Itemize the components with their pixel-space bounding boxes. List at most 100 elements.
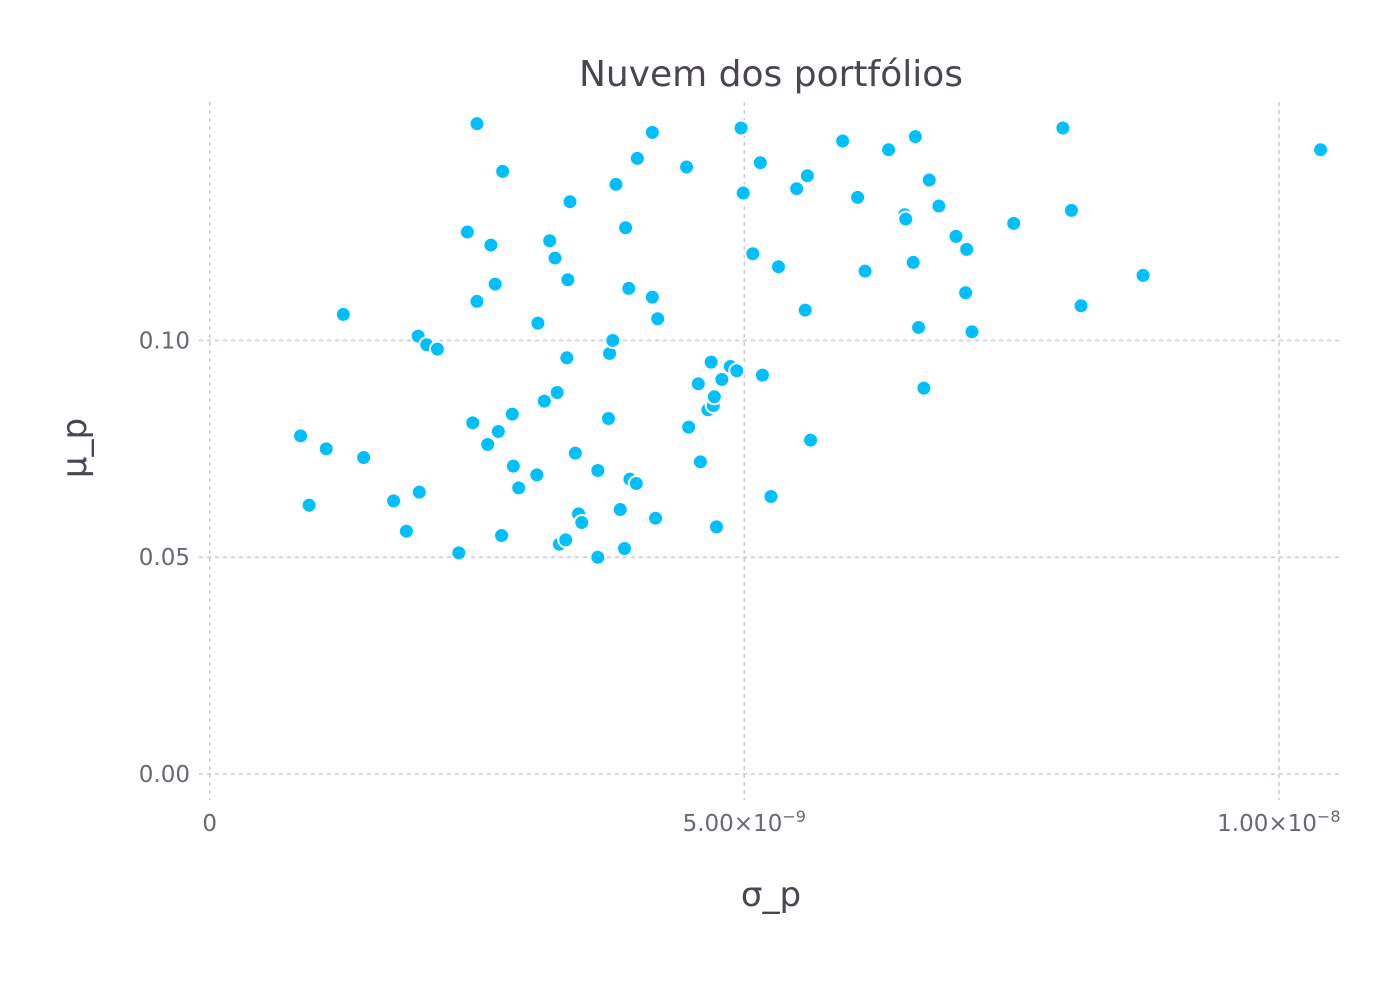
data-point <box>788 180 806 198</box>
data-point <box>947 227 965 245</box>
data-point <box>753 366 771 384</box>
data-point <box>535 392 553 410</box>
data-point <box>494 162 512 180</box>
data-point <box>705 388 723 406</box>
data-point <box>503 405 521 423</box>
x-tick-label: 0 <box>202 811 217 837</box>
data-point <box>1062 201 1080 219</box>
data-point <box>796 301 814 319</box>
data-point <box>915 379 933 397</box>
data-point <box>607 175 625 193</box>
data-point <box>468 115 486 133</box>
data-point <box>464 414 482 432</box>
data-point <box>680 418 698 436</box>
data-point <box>678 158 696 176</box>
data-point <box>734 184 752 202</box>
x-tick-label: 1.00×10−8 <box>1217 807 1340 837</box>
data-point <box>744 245 762 263</box>
x-axis-label: σ_p <box>741 875 801 915</box>
data-point <box>957 284 975 302</box>
y-tick-label: 0.00 <box>139 762 190 788</box>
data-point <box>958 240 976 258</box>
data-point <box>558 349 576 367</box>
data-point <box>604 331 622 349</box>
data-point <box>732 119 750 137</box>
data-point <box>762 488 780 506</box>
data-point <box>599 409 617 427</box>
data-point <box>897 210 915 228</box>
grid <box>199 102 1343 800</box>
data-point <box>1054 119 1072 137</box>
data-point <box>482 236 500 254</box>
data-point <box>410 483 428 501</box>
y-axis-label: μ_p <box>55 418 95 478</box>
data-point <box>355 449 373 467</box>
data-point <box>548 383 566 401</box>
data-point <box>649 310 667 328</box>
data-point <box>489 422 507 440</box>
data-point <box>904 253 922 271</box>
data-point <box>557 531 575 549</box>
data-point <box>334 305 352 323</box>
data-point <box>849 188 867 206</box>
data-point <box>798 167 816 185</box>
data-point <box>1072 297 1090 315</box>
data-point <box>620 279 638 297</box>
data-point <box>906 128 924 146</box>
data-point <box>385 492 403 510</box>
x-tick-label: 5.00×10−9 <box>683 807 806 837</box>
data-point <box>856 262 874 280</box>
data-point <box>528 466 546 484</box>
data-point <box>292 427 310 445</box>
data-point <box>510 479 528 497</box>
data-point <box>468 292 486 310</box>
data-point <box>559 271 577 289</box>
data-point <box>546 249 564 267</box>
data-point <box>751 154 769 172</box>
axis-ticks: 0 5.00×10−9 1.00×10−8 0.00 0.05 0.10 <box>139 328 1341 837</box>
data-point <box>802 431 820 449</box>
data-point <box>589 462 607 480</box>
data-point <box>397 522 415 540</box>
data-point <box>920 171 938 189</box>
chart-title: Nuvem dos portfólios <box>579 54 963 95</box>
data-point <box>541 232 559 250</box>
data-point <box>643 123 661 141</box>
data-point <box>880 141 898 159</box>
data-point <box>689 375 707 393</box>
data-point <box>1134 266 1152 284</box>
data-point <box>628 149 646 167</box>
data-point <box>647 509 665 527</box>
data-point <box>769 258 787 276</box>
data-point <box>561 193 579 211</box>
data-point <box>300 496 318 514</box>
data-point <box>713 370 731 388</box>
data-point <box>611 501 629 519</box>
data-point <box>589 548 607 566</box>
data-point <box>493 527 511 545</box>
data-point <box>458 223 476 241</box>
data-point <box>566 444 584 462</box>
data-point <box>707 518 725 536</box>
data-point <box>834 132 852 150</box>
data-point <box>428 340 446 358</box>
data-point <box>643 288 661 306</box>
data-point <box>1312 141 1330 159</box>
data-point <box>317 440 335 458</box>
data-point <box>963 323 981 341</box>
y-tick-label: 0.10 <box>139 328 190 354</box>
data-point <box>691 453 709 471</box>
data-point <box>1005 214 1023 232</box>
data-point <box>702 353 720 371</box>
data-point <box>479 435 497 453</box>
data-point <box>486 275 504 293</box>
data-point <box>504 457 522 475</box>
data-point <box>617 219 635 237</box>
data-point <box>573 514 591 532</box>
data-point <box>728 362 746 380</box>
data-point <box>930 197 948 215</box>
data-point <box>616 540 634 558</box>
data-point <box>910 318 928 336</box>
